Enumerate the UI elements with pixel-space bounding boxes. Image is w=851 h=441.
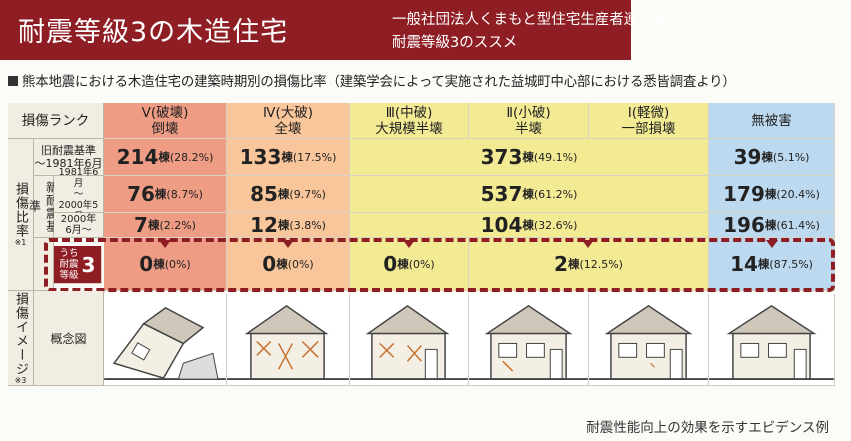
cell-new1-none: 179 棟 (20.4%) — [709, 176, 835, 213]
col-header-none: 無被害 — [709, 103, 835, 139]
house-undamaged-illustration — [709, 294, 835, 386]
col-header-v: Ⅴ(破壊) 倒壊 — [104, 103, 227, 139]
row-label-old: 旧耐震基準 ～1981年6月 — [34, 139, 104, 176]
cell-old-iv: 133 棟 (17.5%) — [227, 139, 350, 176]
house-slight-illustration — [589, 294, 709, 386]
house-moderate-illustration — [350, 294, 469, 386]
cell-new2-iv: 12 棟 (3.8%) — [227, 213, 350, 238]
header-subtitle: 耐震等級3のススメ — [392, 35, 518, 51]
cell-grade3-v: 0 棟 (0%) — [104, 238, 227, 291]
cell-new2-mid: 104 棟 (32.6%) — [350, 213, 709, 238]
col-header-ii: Ⅱ(小破) 半壊 — [469, 103, 589, 139]
cell-new2-none: 196 棟 (61.4%) — [709, 213, 835, 238]
col-header-iv: Ⅳ(大破) 全壊 — [227, 103, 350, 139]
table-caption: 熊本地震における木造住宅の建築時期別の損傷比率（建築学会によって実施された益城町… — [8, 70, 736, 90]
col-header-iii: Ⅲ(中破) 大規模半壊 — [350, 103, 469, 139]
cell-new2-v: 7 棟 (2.2%) — [104, 213, 227, 238]
arrow-down-icon — [582, 240, 594, 248]
col-header-i: Ⅰ(軽微) 一部損壊 — [589, 103, 709, 139]
arrow-down-icon — [403, 240, 415, 248]
grade3-highlight-frame — [44, 238, 835, 292]
header-banner: 耐震等級3の木造住宅 一般社団法人くまもと型住宅生産者連合会 耐震等級3のススメ — [0, 0, 667, 60]
grade3-badge: うち 耐震 等級 3 — [54, 246, 102, 284]
arrow-down-icon — [159, 240, 171, 248]
row-label-new2: 2000年 6月～ — [54, 213, 104, 238]
cell-old-mid: 373 棟 (49.1%) — [350, 139, 709, 176]
arrow-down-icon — [766, 240, 778, 248]
house-minor-illustration — [469, 294, 589, 386]
concept-label: 概念図 — [34, 291, 104, 386]
ratio-label: 損傷比率 ※1 — [8, 139, 34, 291]
cell-new1-iv: 85 棟 (9.7%) — [227, 176, 350, 213]
page-title: 耐震等級3の木造住宅 — [18, 17, 289, 48]
cell-new1-v: 76 棟 (8.7%) — [104, 176, 227, 213]
row-label-new1: 1981年6月～2000年5月 — [54, 167, 104, 222]
cell-old-none: 39 棟 (5.1%) — [709, 139, 835, 176]
new-standard-label: 新耐震基準 — [28, 176, 59, 238]
caption-text: 熊本地震における木造住宅の建築時期別の損傷比率（建築学会によって実施された益城町… — [22, 75, 736, 90]
footer-note: 耐震性能向上の効果を示すエビデンス例 — [586, 420, 829, 436]
rank-header: 損傷ランク — [8, 103, 104, 139]
cell-new1-mid: 537 棟 (61.2%) — [350, 176, 709, 213]
image-label: 損傷イメージ ※3 — [8, 291, 34, 386]
square-bullet-icon — [8, 76, 18, 86]
house-destroyed-illustration — [227, 294, 350, 386]
house-collapsed-illustration — [104, 294, 227, 386]
cell-old-v: 214 棟 (28.2%) — [104, 139, 227, 176]
arrow-down-icon — [282, 240, 294, 248]
organization-name: 一般社団法人くまもと型住宅生産者連合会 — [392, 12, 668, 28]
